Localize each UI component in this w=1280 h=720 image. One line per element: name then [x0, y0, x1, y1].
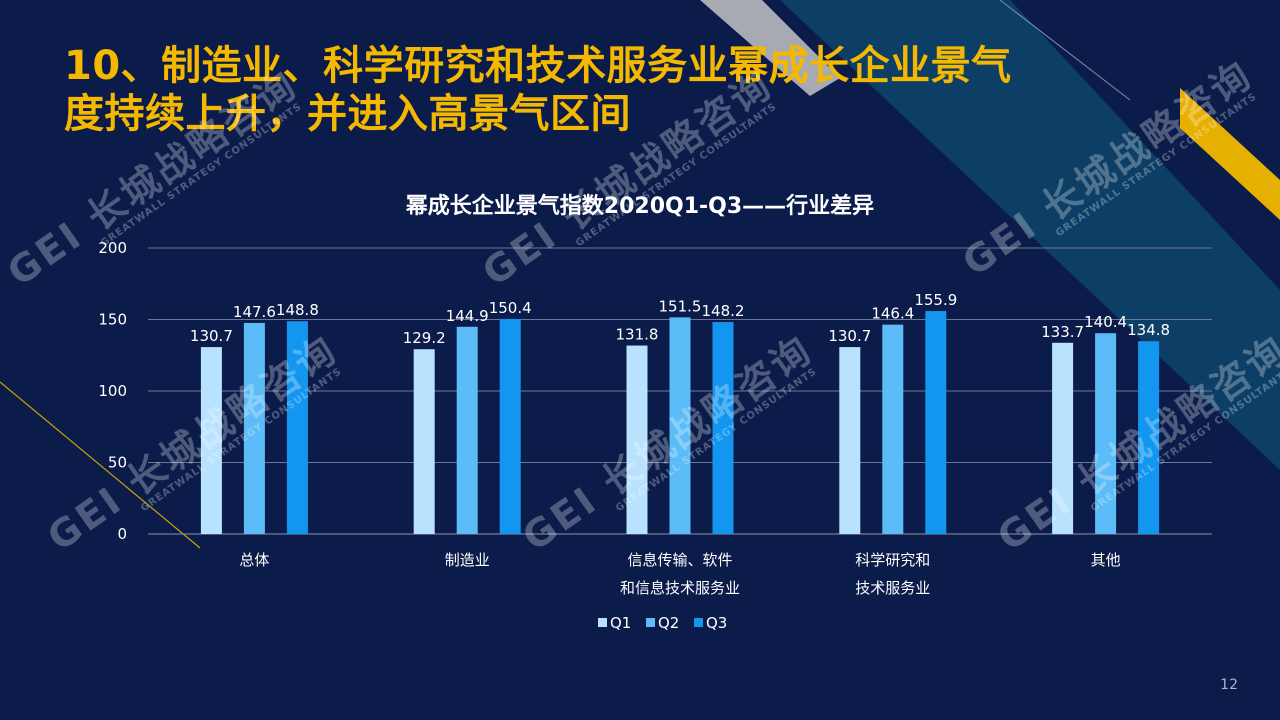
category-label: 其他 — [1091, 551, 1121, 569]
y-tick-label: 200 — [98, 239, 127, 257]
gold-diagonal-stripe — [1180, 88, 1280, 220]
data-label: 148.2 — [702, 302, 745, 320]
data-label: 151.5 — [659, 297, 702, 315]
data-label: 130.7 — [828, 327, 871, 345]
bar-q1 — [200, 347, 222, 534]
category-label: 和信息技术服务业 — [620, 579, 740, 597]
category-label: 技术服务业 — [855, 579, 930, 597]
data-label: 144.9 — [446, 307, 489, 325]
chart-title: 幂成长企业景气指数2020Q1-Q3——行业差异 — [405, 194, 875, 219]
legend-label-q1: Q1 — [610, 614, 631, 632]
bar-q1 — [626, 345, 648, 534]
bar-q2 — [243, 322, 265, 534]
bar-q1 — [413, 349, 435, 534]
legend-label-q3: Q3 — [706, 614, 727, 632]
bar-q1 — [1052, 342, 1074, 534]
bar-q2 — [669, 317, 691, 534]
bar-q3 — [286, 321, 308, 534]
bar-q2 — [456, 326, 478, 534]
y-tick-label: 50 — [108, 454, 127, 472]
data-label: 148.8 — [276, 301, 319, 319]
category-label: 信息传输、软件 — [627, 551, 732, 569]
thin-diagonal-line — [999, 0, 1131, 101]
category-label: 总体 — [239, 551, 269, 569]
slide-title-line-2: 度持续上升，并进入高景气区间 — [64, 91, 631, 137]
data-label: 146.4 — [871, 305, 914, 323]
data-label: 130.7 — [190, 327, 233, 345]
bar-q2 — [1095, 333, 1117, 534]
data-label: 133.7 — [1041, 323, 1084, 341]
y-tick-label: 150 — [98, 311, 127, 329]
bar-q3 — [712, 322, 734, 534]
y-tick-label: 100 — [98, 382, 127, 400]
bar-q2 — [882, 324, 904, 534]
data-label: 147.6 — [233, 303, 276, 321]
data-label: 134.8 — [1127, 321, 1170, 339]
data-label: 131.8 — [616, 326, 659, 344]
bar-q3 — [499, 318, 521, 534]
category-label: 科学研究和 — [855, 551, 930, 569]
page-number: 12 — [1220, 677, 1238, 693]
gray-diagonal-stripe — [700, 0, 840, 96]
legend-swatch-q1 — [598, 618, 607, 627]
data-label: 150.4 — [489, 299, 532, 317]
data-label: 129.2 — [403, 329, 446, 347]
legend-swatch-q3 — [694, 618, 703, 627]
bar-q1 — [839, 347, 861, 534]
category-label: 制造业 — [445, 551, 490, 569]
bar-q3 — [1138, 341, 1160, 534]
data-label: 140.4 — [1084, 313, 1127, 331]
legend-label-q2: Q2 — [658, 614, 679, 632]
slide-title: 10、制造业、科学研究和技术服务业幂成长企业景气 度持续上升，并进入高景气区间 — [64, 42, 1084, 138]
data-label: 155.9 — [914, 291, 957, 309]
gold-thin-line — [0, 381, 201, 549]
legend-swatch-q2 — [646, 618, 655, 627]
bar-q3 — [925, 311, 947, 534]
slide-title-line-1: 10、制造业、科学研究和技术服务业幂成长企业景气 — [64, 43, 1012, 89]
y-tick-label: 0 — [117, 525, 127, 543]
